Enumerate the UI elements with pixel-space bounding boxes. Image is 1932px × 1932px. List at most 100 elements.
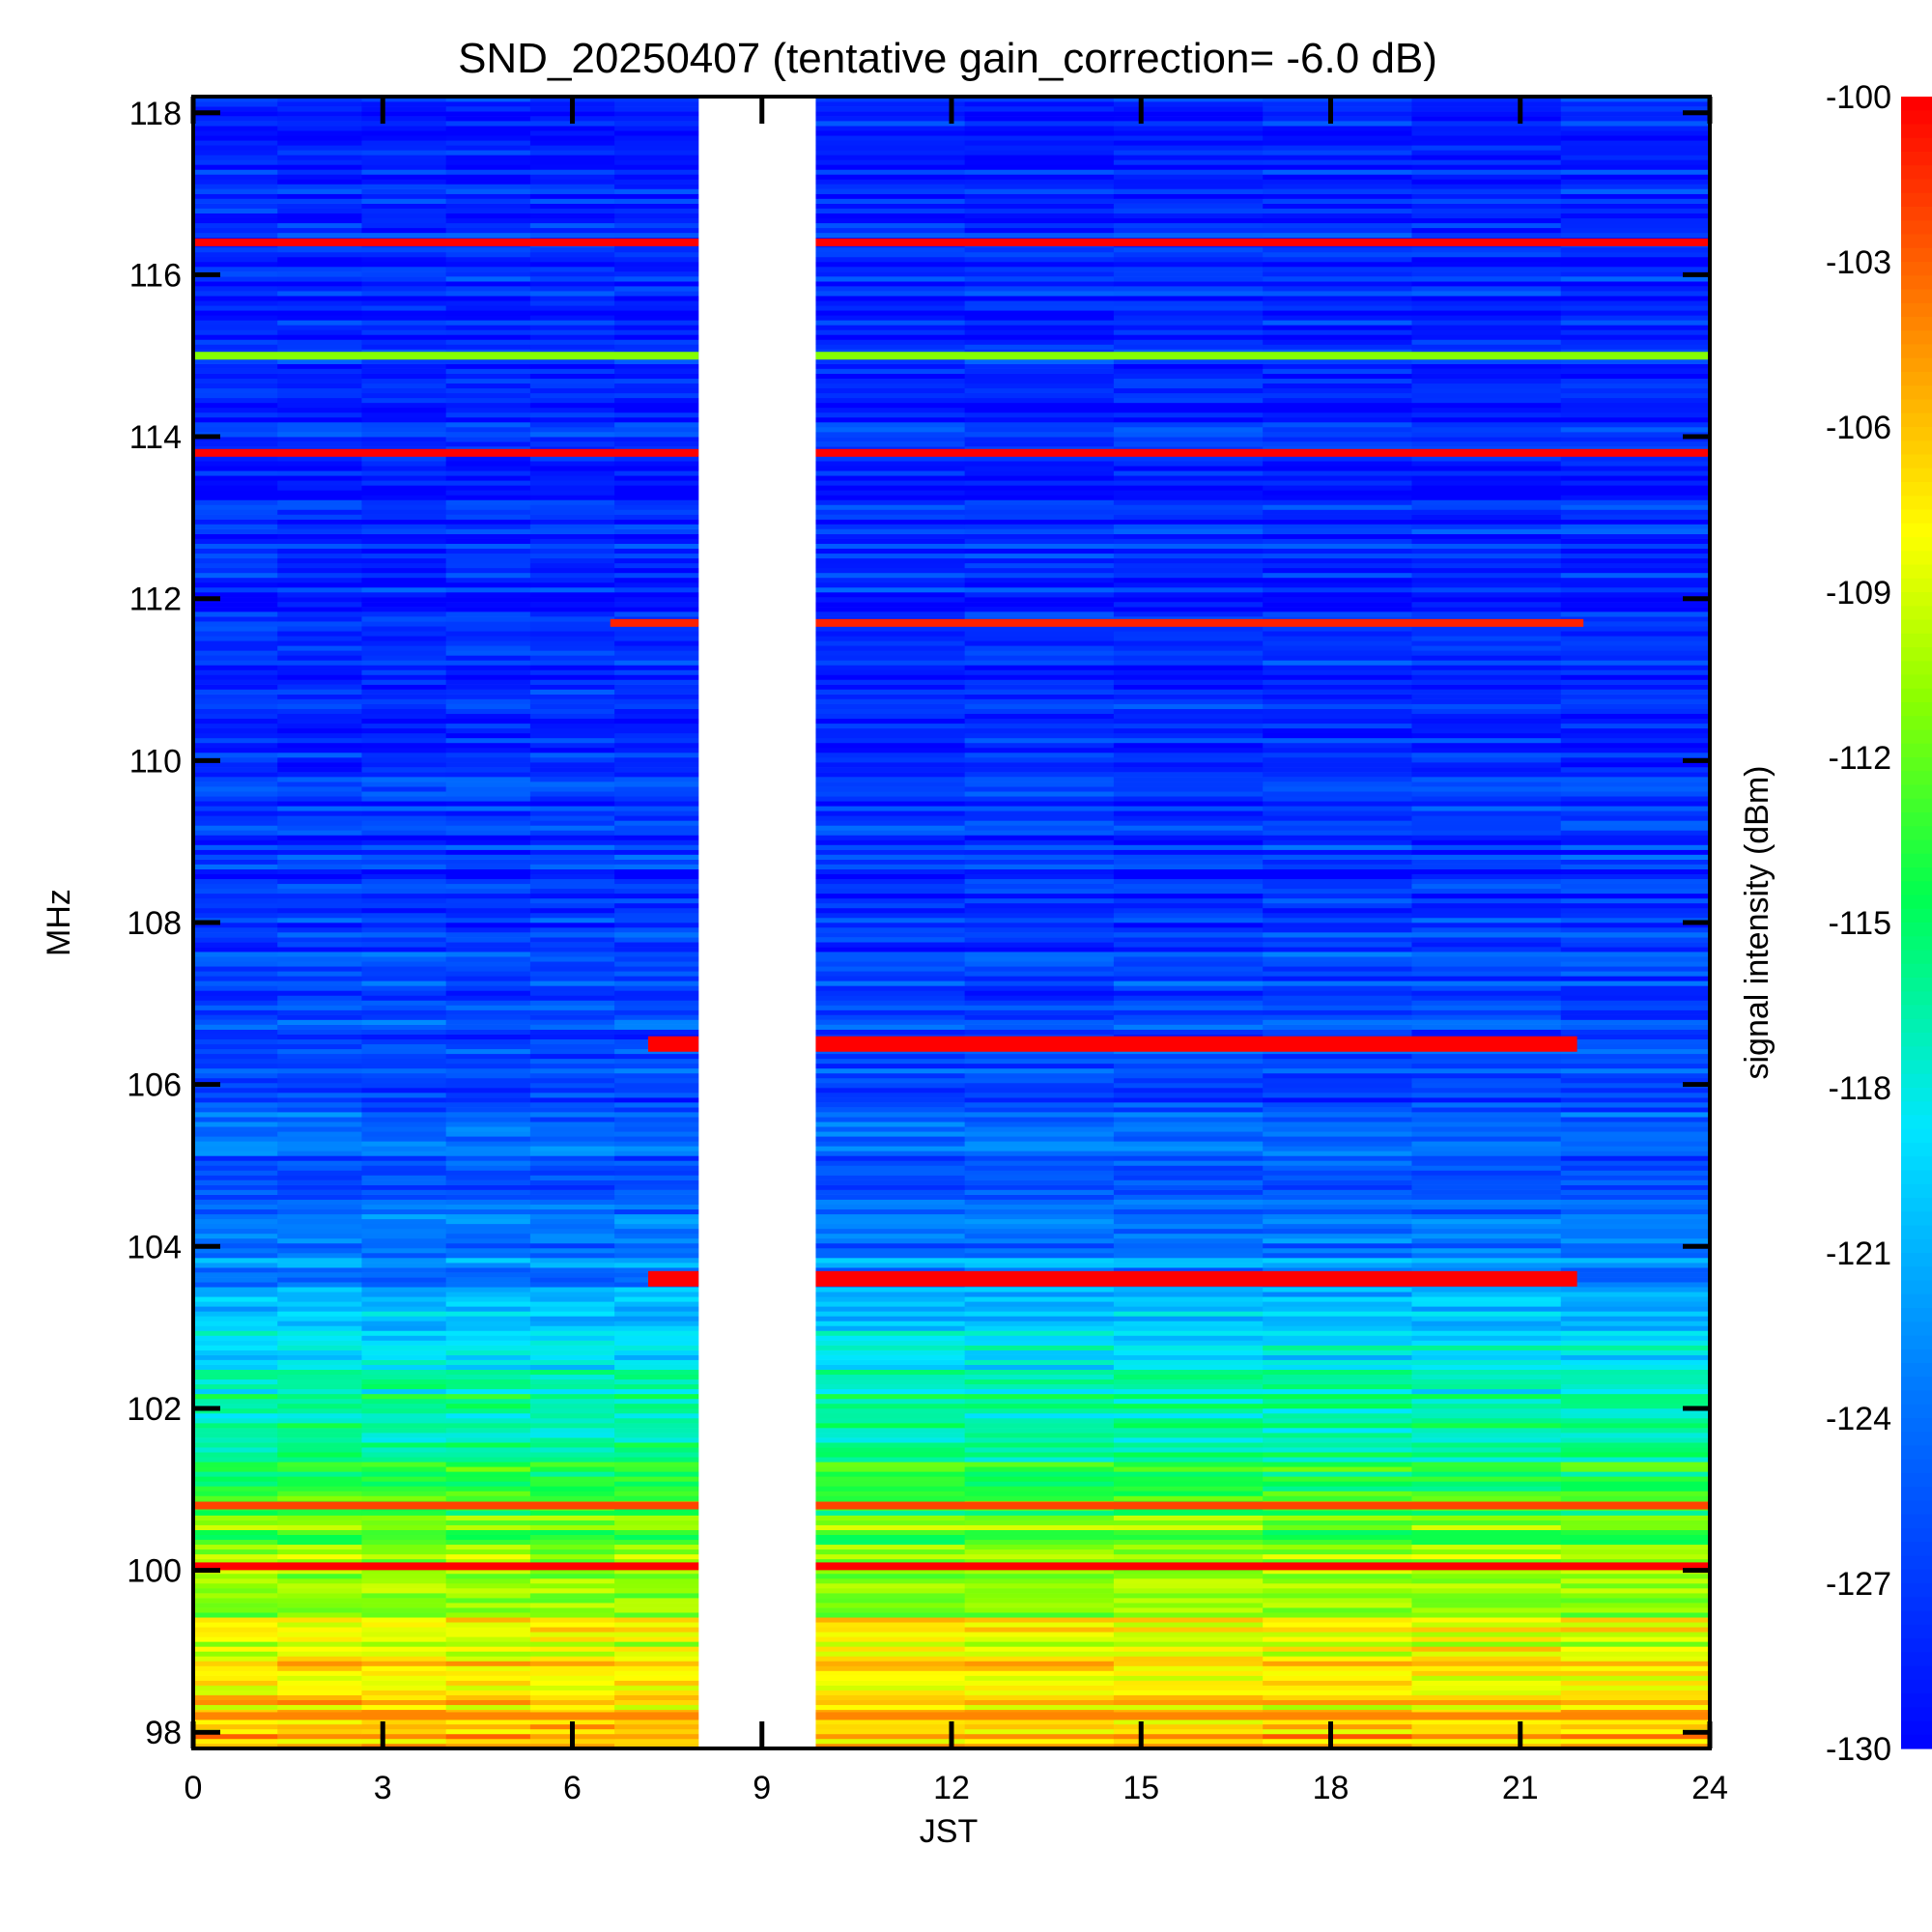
heatmap-cell	[361, 747, 447, 753]
heatmap-cell	[445, 1598, 531, 1604]
heatmap-cell	[614, 363, 699, 369]
heatmap-cell	[445, 1641, 531, 1647]
heatmap-cell	[614, 917, 699, 923]
heatmap-cell	[964, 990, 1115, 996]
heatmap-cell	[1560, 966, 1711, 972]
heatmap-cell	[445, 835, 531, 840]
heatmap-cell	[445, 1126, 531, 1132]
heatmap-cell	[529, 1466, 615, 1472]
heatmap-cell	[445, 1588, 531, 1594]
heatmap-cell	[614, 300, 699, 306]
heatmap-cell	[964, 1607, 1115, 1613]
heatmap-cell	[815, 1151, 966, 1156]
heatmap-cell	[445, 767, 531, 773]
heatmap-cell	[614, 421, 699, 428]
heatmap-cell	[964, 1155, 1115, 1161]
heatmap-cell	[1263, 849, 1412, 855]
heatmap-cell	[1411, 446, 1562, 452]
colorbar-swatch	[1901, 137, 1932, 153]
heatmap-cell	[445, 897, 531, 904]
heatmap-cell	[1411, 825, 1562, 831]
heatmap-cell	[193, 538, 278, 545]
heatmap-cell	[277, 1170, 362, 1176]
heatmap-cell	[614, 412, 699, 418]
heatmap-cell	[1113, 1345, 1264, 1350]
heatmap-cell	[277, 514, 362, 520]
heatmap-cell	[1113, 1568, 1264, 1575]
heatmap-cell	[1263, 923, 1412, 928]
heatmap-cell	[614, 839, 699, 845]
heatmap-cell	[529, 650, 615, 656]
heatmap-cell	[529, 1515, 615, 1520]
heatmap-cell	[361, 1014, 447, 1020]
heatmap-cell	[361, 586, 447, 593]
heatmap-cell	[277, 1423, 362, 1429]
heatmap-cell	[964, 1388, 1115, 1395]
heatmap-cell	[1263, 718, 1412, 724]
heatmap-cell	[529, 679, 615, 685]
axis-ticks: 0 3 6 9 12 15 18 21 2498100102104106108110112114…	[127, 96, 1728, 1806]
heatmap-cell	[277, 567, 362, 574]
heatmap-cell	[815, 1354, 966, 1360]
heatmap-cell	[529, 1374, 615, 1380]
heatmap-cell	[1113, 698, 1264, 704]
heatmap-cell	[361, 251, 447, 258]
heatmap-cell	[1113, 246, 1264, 253]
heatmap-cell	[193, 1573, 278, 1579]
heatmap-cell	[277, 397, 362, 404]
heatmap-cell	[1113, 820, 1264, 826]
heatmap-cell	[1560, 937, 1711, 943]
heatmap-cell	[529, 732, 615, 739]
heatmap-cell	[277, 543, 362, 550]
heatmap-cell	[614, 446, 699, 452]
heatmap-cell	[1560, 276, 1711, 282]
heatmap-cell	[193, 334, 278, 340]
heatmap-cell	[815, 1223, 966, 1230]
heatmap-cell	[193, 1077, 278, 1084]
heatmap-cell	[614, 111, 699, 117]
heatmap-cell	[1411, 732, 1562, 739]
heatmap-cell	[445, 164, 531, 170]
heatmap-cell	[964, 669, 1115, 675]
heatmap-cell	[529, 597, 615, 603]
heatmap-cell	[1560, 1359, 1711, 1365]
heatmap-cell	[614, 897, 699, 904]
heatmap-cell	[1113, 466, 1264, 471]
colorbar-swatch	[1901, 688, 1932, 703]
heatmap-cell	[1411, 397, 1562, 404]
heatmap-cell	[614, 1452, 699, 1458]
heatmap-cell	[815, 952, 966, 957]
heatmap-cell	[964, 902, 1115, 909]
heatmap-cell	[1113, 1656, 1264, 1662]
heatmap-cell	[964, 883, 1115, 890]
heatmap-cell	[815, 1131, 966, 1137]
colorbar-swatch	[1901, 633, 1932, 648]
heatmap-cell	[1113, 325, 1264, 330]
heatmap-cell	[964, 947, 1115, 952]
heatmap-cell	[614, 927, 699, 933]
heatmap-cell	[614, 227, 699, 234]
heatmap-cell	[1113, 1520, 1264, 1525]
heatmap-cell	[529, 801, 615, 807]
heatmap-cell	[277, 995, 362, 1001]
heatmap-cell	[964, 607, 1115, 612]
heatmap-cell	[277, 1218, 362, 1225]
heatmap-cell	[1113, 1699, 1264, 1706]
heatmap-cell	[1411, 737, 1562, 744]
heatmap-cell	[529, 1199, 615, 1206]
heatmap-cell	[1411, 150, 1562, 156]
heatmap-cell	[277, 1646, 362, 1652]
heatmap-cell	[614, 650, 699, 656]
heatmap-cell	[193, 985, 278, 991]
heatmap-cell	[361, 820, 447, 826]
heatmap-cell	[361, 1005, 447, 1010]
heatmap-cell	[361, 1316, 447, 1321]
heatmap-cell	[614, 1646, 699, 1652]
heatmap-cell	[445, 1398, 531, 1405]
heatmap-cell	[445, 504, 531, 510]
heatmap-cell	[1263, 592, 1412, 598]
heatmap-cell	[193, 1598, 278, 1604]
heatmap-cell	[361, 1354, 447, 1360]
heatmap-cell	[614, 737, 699, 744]
heatmap-cell	[361, 1685, 447, 1690]
